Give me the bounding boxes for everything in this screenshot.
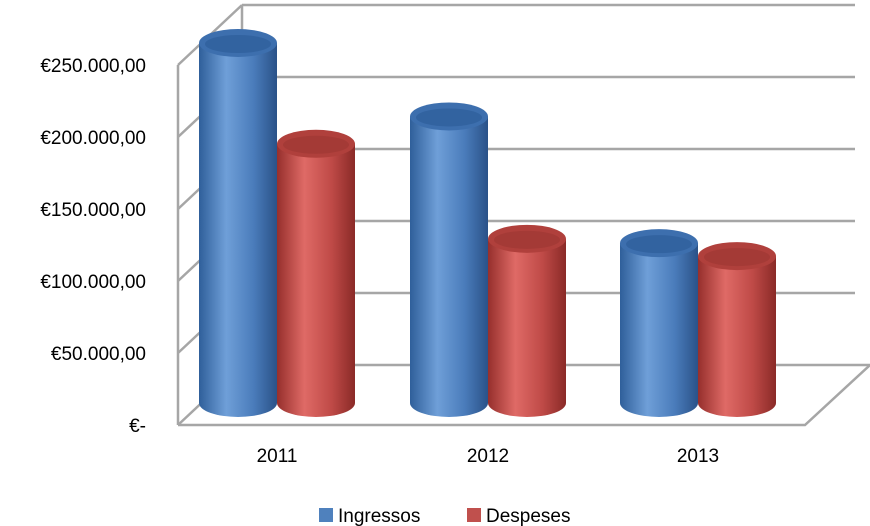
y-tick-label: €- — [129, 416, 146, 437]
bar-top-shade — [416, 108, 482, 127]
y-tick-label: €150.000,00 — [40, 200, 146, 221]
bar-top-shade — [626, 235, 692, 254]
bar-despeses-2013 — [698, 242, 776, 417]
y-tick-label: €200.000,00 — [40, 128, 146, 149]
x-category-label: 2013 — [677, 446, 719, 467]
legend-swatch — [319, 508, 333, 522]
bar-despeses-2011 — [277, 129, 355, 417]
bar-ingressos-2012 — [410, 102, 488, 417]
y-tick-label: €50.000,00 — [51, 344, 146, 365]
bar-top-shade — [494, 230, 560, 249]
y-tick-label: €100.000,00 — [40, 272, 146, 293]
bar-ingressos-2011 — [199, 29, 277, 417]
bar-body — [488, 238, 566, 417]
legend: Ingressos Despeses — [319, 506, 571, 526]
floor-edge — [178, 364, 870, 427]
bar-top-shade — [205, 35, 271, 53]
bar-body — [410, 116, 488, 417]
bar-top-shade — [704, 248, 770, 267]
bars — [199, 29, 776, 417]
bar-ingressos-2013 — [620, 229, 698, 417]
x-axis-category-labels: 2011 2012 2013 — [257, 446, 720, 467]
legend-item-despeses: Despeses — [467, 506, 571, 526]
bar-top-shade — [283, 135, 349, 154]
legend-label: Despeses — [486, 506, 571, 526]
bar-body — [277, 143, 355, 417]
y-axis-tick-labels: €- €50.000,00 €100.000,00 €150.000,00 €200.0… — [40, 56, 146, 437]
bar-body — [620, 243, 698, 417]
y-tick-label: €250.000,00 — [40, 56, 146, 77]
bar-body — [698, 256, 776, 417]
x-category-label: 2011 — [257, 446, 298, 467]
bar-body — [199, 43, 277, 417]
legend-item-ingressos: Ingressos — [319, 506, 420, 526]
legend-swatch — [467, 508, 481, 522]
bar-despeses-2012 — [488, 224, 566, 417]
x-category-label: 2012 — [467, 446, 509, 467]
legend-label: Ingressos — [338, 506, 420, 526]
